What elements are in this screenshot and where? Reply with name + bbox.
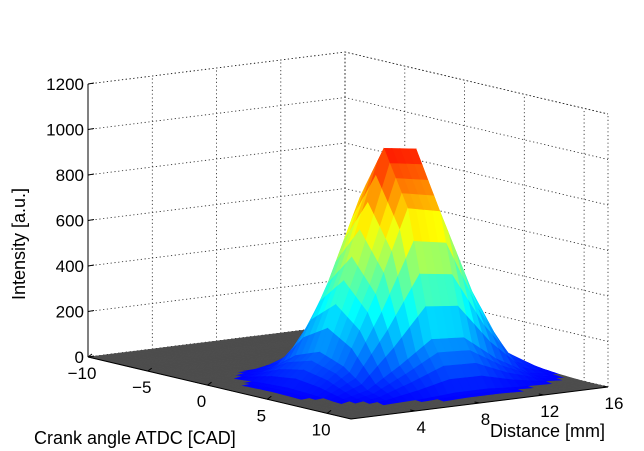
z-tick-label: 600	[56, 212, 84, 231]
y-tick	[474, 401, 480, 404]
x-tick-label: −10	[68, 364, 97, 383]
z-tick	[87, 173, 95, 176]
surface-layer	[87, 147, 609, 420]
x-tick	[326, 409, 332, 414]
y-tick	[602, 385, 609, 388]
z-gridline	[87, 142, 609, 206]
z-tick	[87, 128, 95, 130]
y-tick-label: 8	[481, 410, 490, 429]
y-tick-label: 4	[417, 418, 426, 437]
y-tick	[410, 409, 416, 412]
x-tick	[147, 367, 153, 372]
x-tick	[207, 381, 212, 386]
x-tick	[267, 395, 272, 400]
y-tick-label: 12	[540, 402, 559, 421]
z-gridline	[87, 51, 609, 115]
z-tick-label: 0	[75, 348, 84, 367]
z-tick	[87, 264, 95, 267]
z-tick	[87, 82, 95, 85]
box-edge	[344, 51, 609, 115]
x-axis-label: Crank angle ATDC [CAD]	[34, 428, 236, 448]
x-tick-label: 10	[312, 420, 331, 439]
z-tick-label: 200	[56, 303, 84, 322]
y-tick-label: 16	[605, 394, 624, 413]
y-axis-label: Distance [mm]	[490, 421, 605, 441]
z-tick	[87, 310, 95, 312]
z-tick-label: 800	[56, 166, 84, 185]
z-tick	[87, 219, 95, 221]
z-gridline	[87, 97, 609, 160]
axis-layer: 0 200 400 600 800 1000 1200 −10 −5 0 5 10 4 8 12 16	[46, 75, 623, 439]
z-tick-label: 1200	[46, 75, 84, 94]
y-tick	[538, 393, 544, 396]
x-axis-line	[87, 356, 352, 420]
x-tick-label: 5	[257, 406, 266, 425]
x-tick	[87, 353, 93, 358]
z-tick-label: 400	[56, 257, 84, 276]
z-axis-label: Intensity [a.u.]	[9, 188, 29, 300]
x-tick-label: 0	[197, 392, 206, 411]
x-tick-label: −5	[132, 378, 151, 397]
z-tick-label: 1000	[46, 121, 84, 140]
